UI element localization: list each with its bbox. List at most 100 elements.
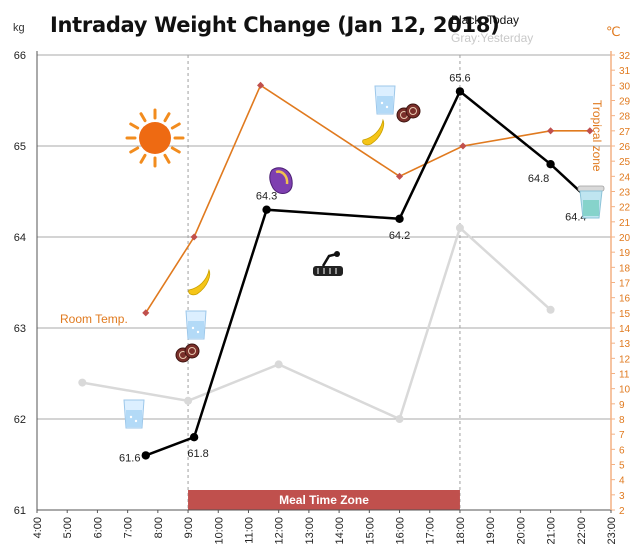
y-left-tick: 65 xyxy=(14,141,26,153)
sun-icon xyxy=(127,110,183,166)
y-right-tick: 15 xyxy=(619,309,631,320)
water-glass-icon xyxy=(124,400,144,428)
x-tick: 6:00 xyxy=(92,517,104,538)
x-tick: 22:00 xyxy=(576,517,588,545)
glass-water xyxy=(377,96,393,113)
sun-ray xyxy=(131,148,138,152)
today-data-label: 61.6 xyxy=(119,452,140,464)
sun-disc xyxy=(139,122,171,154)
today-point xyxy=(456,87,464,95)
yesterday-point xyxy=(78,379,86,387)
y-left-tick: 63 xyxy=(14,323,26,335)
y-right-tick: 14 xyxy=(619,324,631,335)
today-point xyxy=(262,206,270,214)
glass-water xyxy=(188,321,204,338)
sun-ray xyxy=(172,148,179,152)
bike-handle xyxy=(334,251,340,257)
rice-cracker-icon xyxy=(397,104,420,122)
sun-ray xyxy=(165,155,169,162)
y-right-tick: 27 xyxy=(619,127,631,138)
today-data-label: 64.3 xyxy=(256,191,277,203)
today-data-label: 61.8 xyxy=(187,448,208,460)
y-right-tick: 31 xyxy=(619,66,631,77)
y-right-tick: 4 xyxy=(619,476,625,487)
x-tick: 7:00 xyxy=(123,517,135,538)
meal-time-zone-label: Meal Time Zone xyxy=(279,493,369,507)
rice-cracker-icon xyxy=(176,344,199,362)
y-right-tick: 28 xyxy=(619,112,631,123)
y-right-tick: 19 xyxy=(619,248,631,259)
glass-water xyxy=(126,410,142,427)
today-data-label: 64.8 xyxy=(528,173,549,185)
yesterday-point xyxy=(547,306,555,314)
y-right-tick: 11 xyxy=(619,370,630,381)
x-tick: 18:00 xyxy=(455,517,467,545)
yesterday-point xyxy=(456,224,464,232)
yesterday-point xyxy=(396,415,404,423)
y-left-tick: 61 xyxy=(14,505,26,517)
x-tick: 10:00 xyxy=(213,517,225,545)
banana-icon xyxy=(189,270,210,295)
banana-body xyxy=(189,270,210,295)
x-tick: 19:00 xyxy=(485,517,497,545)
y-left-tick: 64 xyxy=(14,232,26,244)
x-tick: 9:00 xyxy=(183,517,195,538)
y-right-tick: 12 xyxy=(619,354,631,365)
sweet-potato-icon xyxy=(270,168,292,194)
glass-bubble xyxy=(381,102,383,104)
x-tick: 15:00 xyxy=(364,517,376,545)
series-line-yesterday xyxy=(82,228,550,419)
today-point xyxy=(142,451,150,459)
x-tick: 20:00 xyxy=(515,517,527,545)
room-temp-label: Room Temp. xyxy=(60,312,128,326)
today-data-label: 65.6 xyxy=(449,72,470,84)
y-right-tick: 17 xyxy=(619,279,631,290)
x-tick: 13:00 xyxy=(304,517,316,545)
room-temp-point xyxy=(547,127,554,134)
y-right-tick: 7 xyxy=(619,430,625,441)
y-left-tick: 62 xyxy=(14,414,26,426)
x-tick: 17:00 xyxy=(425,517,437,545)
weight-chart: Intraday Weight Change (Jan 12, 2018) Bl… xyxy=(0,0,640,555)
yesterday-point xyxy=(275,360,283,368)
today-data-label: 64.2 xyxy=(389,230,410,242)
x-tick: 8:00 xyxy=(153,517,165,538)
cracker xyxy=(185,344,199,358)
x-tick: 23:00 xyxy=(606,517,618,545)
x-tick: 14:00 xyxy=(334,517,346,545)
tropical-zone-label: Tropical zone xyxy=(590,100,604,172)
today-point xyxy=(190,433,198,441)
plot-area: Meal Time Zone 6162636465662345678910111… xyxy=(0,0,640,555)
y-right-tick: 6 xyxy=(619,445,625,456)
today-point xyxy=(546,160,554,168)
water-glass-icon xyxy=(375,86,395,114)
y-right-tick: 30 xyxy=(619,81,631,92)
y-right-tick: 24 xyxy=(619,172,631,183)
y-right-tick: 10 xyxy=(619,385,631,396)
series-line-room-temp xyxy=(146,85,590,313)
x-tick: 11:00 xyxy=(243,517,255,544)
sun-ray xyxy=(165,114,169,121)
sun-ray xyxy=(141,114,145,121)
room-temp-point xyxy=(459,142,466,149)
y-right-tick: 9 xyxy=(619,400,625,411)
sun-ray xyxy=(172,124,179,128)
y-right-tick: 20 xyxy=(619,233,631,244)
today-point xyxy=(395,215,403,223)
y-right-tick: 26 xyxy=(619,142,631,153)
trash-lid xyxy=(578,186,604,191)
y-right-tick: 23 xyxy=(619,188,631,199)
sun-ray xyxy=(131,124,138,128)
y-right-tick: 18 xyxy=(619,263,631,274)
banana-icon xyxy=(363,120,384,145)
y-right-tick: 25 xyxy=(619,157,631,168)
yesterday-point xyxy=(184,397,192,405)
bicycle-icon xyxy=(313,251,343,276)
y-right-tick: 13 xyxy=(619,339,631,350)
water-glass-icon xyxy=(186,311,206,339)
glass-bubble xyxy=(192,327,194,329)
y-left-tick: 66 xyxy=(14,50,26,62)
sun-ray xyxy=(141,155,145,162)
glass-bubble xyxy=(197,331,199,333)
x-tick: 12:00 xyxy=(274,517,286,545)
